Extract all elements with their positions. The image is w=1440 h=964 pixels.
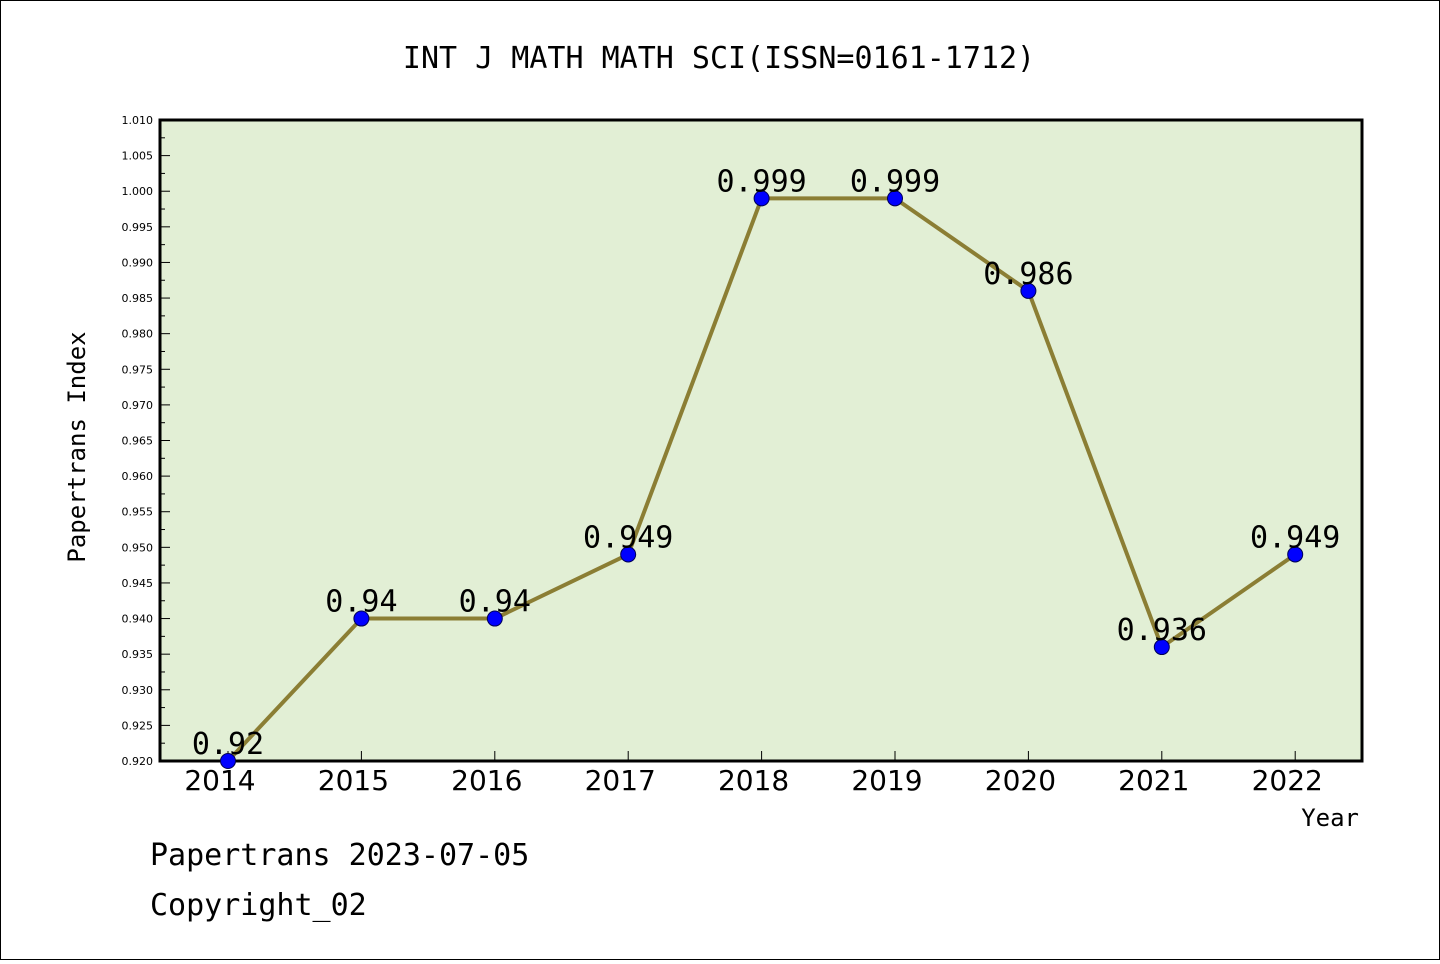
data-point xyxy=(1020,282,1037,299)
y-tick-label: 1.010 xyxy=(122,114,154,127)
x-tick-label: 2020 xyxy=(985,764,1056,797)
data-point xyxy=(1287,546,1304,563)
data-label: 0.94 xyxy=(325,585,397,620)
data-label: 0.936 xyxy=(1117,613,1207,648)
data-point xyxy=(1153,639,1170,656)
y-axis: 0.920 0.925 0.930 0.935 0.940 0.945 0.950 0.955… xyxy=(122,114,170,768)
data-point xyxy=(486,610,503,627)
data-label: 0.999 xyxy=(850,164,940,199)
y-axis-label: Papertrans Index xyxy=(63,331,91,562)
y-tick-label: 0.920 xyxy=(122,755,154,768)
data-point xyxy=(753,190,770,207)
y-tick-label: 0.965 xyxy=(122,435,154,448)
x-axis: 2014 2015 2016 2017 2018 2019 2020 2021 2022 xyxy=(184,751,1323,797)
y-tick-label: 0.960 xyxy=(122,470,154,483)
series-line xyxy=(220,190,1304,769)
y-tick-label: 1.000 xyxy=(122,185,154,198)
footer-copyright: Copyright_02 xyxy=(150,888,367,923)
y-tick-label: 0.990 xyxy=(122,256,154,269)
data-label: 0.999 xyxy=(716,164,806,199)
x-tick-label: 2019 xyxy=(851,764,922,797)
x-tick-label: 2022 xyxy=(1252,764,1323,797)
x-tick-label: 2017 xyxy=(585,764,656,797)
y-tick-label: 0.955 xyxy=(122,506,154,519)
data-label: 0.986 xyxy=(983,257,1073,292)
data-label: 0.949 xyxy=(583,520,673,555)
chart-title: INT J MATH MATH SCI(ISSN=0161-1712) xyxy=(403,41,1035,76)
data-point xyxy=(620,546,637,563)
x-tick-label: 2015 xyxy=(318,764,389,797)
y-tick-label: 0.975 xyxy=(122,363,154,376)
data-label: 0.92 xyxy=(192,727,264,762)
y-tick-label: 0.980 xyxy=(122,328,154,341)
y-tick-label: 0.935 xyxy=(122,648,154,661)
data-point xyxy=(353,610,370,627)
y-tick-label: 0.995 xyxy=(122,221,154,234)
y-tick-label: 0.930 xyxy=(122,684,154,697)
data-point xyxy=(887,190,903,207)
x-axis-label: Year xyxy=(1301,804,1359,832)
data-label: 0.94 xyxy=(459,585,531,620)
y-tick-label: 0.985 xyxy=(122,292,154,305)
plot-area xyxy=(158,118,1364,763)
y-tick-label: 0.940 xyxy=(122,613,154,626)
x-tick-label: 2016 xyxy=(451,764,522,797)
y-tick-label: 0.925 xyxy=(122,719,154,732)
y-tick-label: 1.005 xyxy=(122,150,154,163)
data-point xyxy=(220,753,236,769)
y-tick-label: 0.970 xyxy=(122,399,154,412)
data-labels: 0.92 0.94 0.94 0.949 0.999 0.999 0.986 0.936 0.9… xyxy=(192,164,1340,762)
x-tick-label: 2021 xyxy=(1118,764,1189,797)
footer-date: Papertrans 2023-07-05 xyxy=(150,838,529,873)
x-tick-label: 2014 xyxy=(184,764,255,797)
y-tick-label: 0.945 xyxy=(122,577,154,590)
data-label: 0.949 xyxy=(1250,520,1340,555)
x-tick-label: 2018 xyxy=(718,764,789,797)
y-tick-label: 0.950 xyxy=(122,541,154,554)
